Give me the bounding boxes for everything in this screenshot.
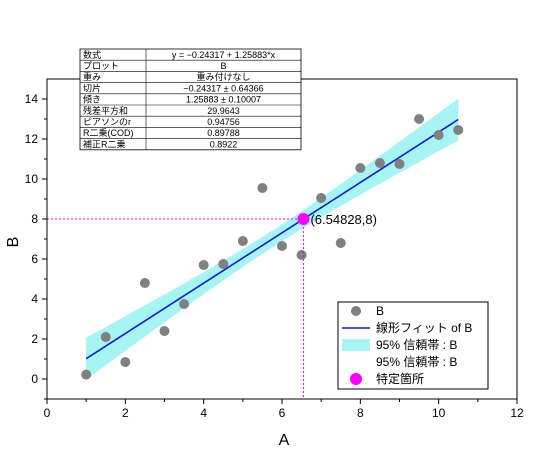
stats-row-value: −0.24317 ± 0.64366 [183, 83, 263, 93]
y-tick-label: 6 [31, 252, 38, 266]
data-point [120, 357, 131, 367]
stats-row-value: y = −0.24317 + 1.25883*x [172, 50, 276, 60]
stats-row-label: ピアソンのr [83, 117, 131, 127]
y-axis-label: B [5, 237, 22, 248]
y-tick-label: 10 [25, 172, 39, 186]
y-tick-label: 8 [31, 212, 38, 226]
data-point [374, 158, 385, 168]
y-tick-label: 14 [25, 92, 39, 106]
x-tick-label: 2 [122, 406, 129, 420]
data-point [453, 125, 464, 135]
stats-table: 数式 y = −0.24317 + 1.25883*x プロット B 重み 重み付けなし切… [79, 48, 302, 151]
stats-table-frame [79, 48, 302, 151]
stats-row-value: 0.8922 [210, 139, 238, 149]
x-tick-label: 4 [200, 406, 207, 420]
data-point [296, 250, 307, 260]
y-tick-label: 2 [31, 332, 38, 346]
legend-label-special: 特定箇所 [376, 371, 424, 386]
x-tick-label: 6 [279, 406, 286, 420]
data-point [257, 183, 268, 193]
x-tick-label: 8 [357, 406, 364, 420]
data-point [355, 163, 366, 173]
stats-row-label: R二乗(COD) [83, 127, 134, 138]
special-point-label: (6.54828,8) [310, 212, 377, 227]
y-tick-label: 12 [25, 132, 39, 146]
stats-row-label: 残差平方和 [83, 105, 128, 116]
fit-line [85, 118, 459, 360]
stats-row-label: 傾き [83, 94, 101, 105]
data-point [316, 193, 327, 203]
data-point [81, 369, 92, 380]
stats-row-label: 重み [83, 71, 101, 82]
data-point [237, 236, 248, 246]
stats-row-label: 補正R二乗 [83, 138, 126, 149]
legend-label-fit: 線形フィット of B [376, 320, 472, 335]
data-point [139, 278, 150, 288]
data-point [198, 260, 209, 270]
data-point [335, 238, 346, 248]
data-point [433, 130, 444, 140]
y-tick-label: 0 [31, 372, 38, 386]
legend-swatch-special [350, 373, 362, 385]
x-axis-label: A [279, 432, 290, 449]
stats-row-value: 重み付けなし [196, 71, 250, 82]
stats-row-label: 切片 [83, 82, 101, 93]
data-point [100, 332, 111, 342]
legend-swatch-band [342, 339, 370, 351]
special-point [297, 213, 310, 225]
stats-row-label: プロット [83, 61, 119, 71]
data-point [179, 299, 190, 309]
legend-swatch-points [351, 306, 361, 316]
plot-area: (6.54828,8) [47, 98, 464, 399]
data-point [414, 114, 425, 124]
x-tick-label: 12 [510, 406, 524, 420]
stats-row-value: 0.94756 [207, 117, 240, 127]
stats-row-value: 0.89788 [207, 128, 240, 138]
legend-label-band-2: 95% 信頼帯 : B [376, 355, 457, 369]
y-tick-label: 4 [31, 292, 38, 306]
data-point [394, 159, 405, 169]
x-tick-label: 0 [44, 406, 51, 420]
x-tick-label: 10 [432, 406, 446, 420]
stats-row-value: 1.25883 ± 0.10007 [186, 95, 261, 105]
stats-row-value: 29.9643 [207, 106, 240, 116]
legend-label-points: B [376, 304, 384, 318]
stats-row-label: 数式 [83, 49, 101, 60]
stats-row-value: B [220, 61, 226, 71]
legend-label-band: 95% 信頼帯 : B [376, 338, 457, 352]
data-point [159, 326, 170, 336]
data-point [218, 259, 229, 269]
legend: B 線形フィット of B 95% 信頼帯 : B 95% 信頼帯 : B 特定箇所 [337, 301, 489, 390]
data-point [277, 241, 287, 251]
